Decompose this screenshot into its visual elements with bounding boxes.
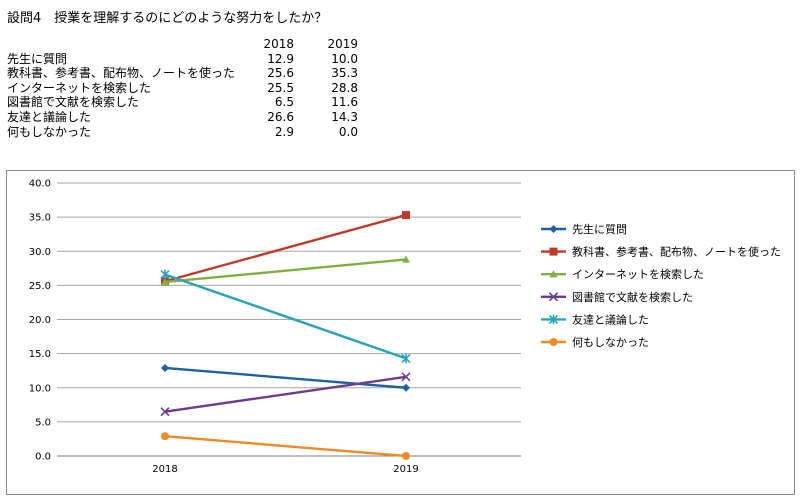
table-header-2018: 2018 xyxy=(263,37,294,51)
legend-label: 友達と議論した xyxy=(572,312,649,326)
data-point-square xyxy=(549,247,558,256)
data-point-square xyxy=(402,211,410,220)
table-row: 友達と議論した 26.6 14.3 xyxy=(7,110,358,125)
y-tick-label: 0.0 xyxy=(35,452,51,463)
data-point-circle xyxy=(161,432,169,441)
data-point-star xyxy=(548,314,559,325)
row-label: 教科書、参考書、配布物、ノートを使った xyxy=(7,66,236,81)
series-line xyxy=(164,366,407,389)
y-tick-label: 10.0 xyxy=(29,383,51,394)
row-value-2019: 35.3 xyxy=(331,66,358,81)
series-line xyxy=(164,375,407,413)
series-line xyxy=(164,435,407,458)
row-value-2018: 12.9 xyxy=(267,51,294,66)
y-tick-label: 35.0 xyxy=(29,213,51,224)
row-value-2018: 26.6 xyxy=(267,109,294,124)
data-point-triangle xyxy=(402,255,410,263)
y-tick-label: 30.0 xyxy=(29,247,51,258)
legend-label: 教科書、参考書、配布物、ノートを使った xyxy=(572,245,781,259)
data-point-diamond xyxy=(402,383,410,392)
row-value-2018: 6.5 xyxy=(274,95,294,110)
data-point-triangle xyxy=(161,277,169,286)
row-value-2019: 14.3 xyxy=(331,109,358,124)
row-value-2019: 0.0 xyxy=(338,124,358,139)
legend-label: 図書館で文献を検索した xyxy=(572,290,693,304)
table-row: 先生に質問 12.9 10.0 xyxy=(7,52,358,67)
row-label: 何もしなかった xyxy=(7,124,92,139)
x-tick-label: 2018 xyxy=(152,464,177,475)
y-tick-label: 5.0 xyxy=(35,417,51,428)
y-tick-label: 20.0 xyxy=(29,315,51,326)
legend-label: インターネットを検索した xyxy=(572,267,704,281)
data-point-triangle xyxy=(549,270,558,278)
data-point-x xyxy=(401,372,411,382)
question-title: 設問4 授業を理解するのにどのような努力をしたか？ xyxy=(7,11,328,26)
y-tick-label: 25.0 xyxy=(29,281,51,292)
table-row: 何もしなかった 2.9 0.0 xyxy=(7,125,358,140)
x-tick-label: 2019 xyxy=(393,464,418,475)
data-point-star xyxy=(401,353,411,364)
row-value-2019: 11.6 xyxy=(331,95,358,110)
row-label: 先生に質問 xyxy=(7,51,68,66)
row-label: 図書館で文献を検索した xyxy=(7,95,140,110)
data-point-x xyxy=(160,407,170,417)
series-line xyxy=(164,273,407,360)
series-line xyxy=(164,213,407,283)
table-row: 図書館で文献を検索した 6.5 11.6 xyxy=(7,95,358,110)
row-value-2018: 2.9 xyxy=(274,124,294,139)
table-header-2019: 2019 xyxy=(327,37,358,51)
row-value-2018: 25.5 xyxy=(267,80,294,95)
row-value-2019: 28.8 xyxy=(331,80,358,95)
y-tick-label: 40.0 xyxy=(29,179,51,190)
data-point-x xyxy=(548,292,559,302)
chart-frame xyxy=(6,170,795,495)
row-label: インターネットを検索した xyxy=(7,80,152,95)
data-point-star xyxy=(160,269,170,280)
row-label: 友達と議論した xyxy=(7,109,92,124)
data-point-circle xyxy=(402,452,410,460)
table-row: 教科書、参考書、配布物、ノートを使った 25.6 35.3 xyxy=(7,66,358,81)
data-point-diamond xyxy=(161,363,169,372)
table-header-row: 2018 2019 xyxy=(7,37,358,52)
data-point-circle xyxy=(549,338,558,346)
data-point-diamond xyxy=(549,225,558,233)
y-tick-label: 15.0 xyxy=(29,349,51,360)
data-table: 2018 2019 先生に質問 12.9 10.0 教科書、参考書、配布物、ノー… xyxy=(7,37,358,139)
series-line xyxy=(164,258,407,284)
row-value-2018: 25.6 xyxy=(267,66,294,81)
legend-label: 何もしなかった xyxy=(572,336,649,349)
row-value-2019: 10.0 xyxy=(331,51,358,66)
legend-label: 先生に質問 xyxy=(572,222,627,236)
table-row: インターネットを検索した 25.5 28.8 xyxy=(7,81,358,96)
